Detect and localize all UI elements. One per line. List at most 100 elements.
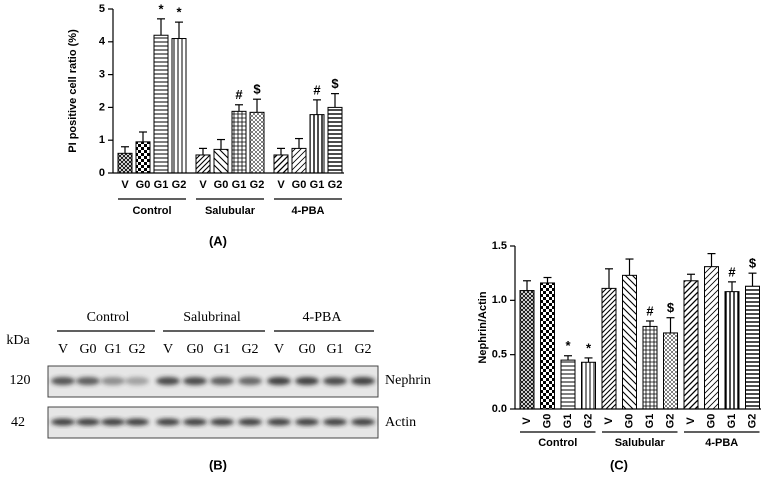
lane-label: G2: [241, 342, 258, 357]
annotation: $: [331, 76, 339, 91]
x-tick-label: V: [277, 179, 285, 191]
annotation: *: [586, 340, 592, 355]
lane-label: G1: [326, 342, 343, 357]
bar: [195, 154, 211, 174]
bar: [540, 282, 555, 410]
x-tick-label: G1: [726, 414, 738, 429]
bar: [153, 34, 169, 174]
y-tick-label: 0.0: [492, 403, 507, 415]
group-label: Salubular: [615, 437, 666, 449]
band: [125, 377, 149, 385]
unit-label: kDa: [6, 333, 30, 348]
bar: [519, 290, 535, 410]
bar: [745, 285, 760, 410]
group-label: Control: [87, 310, 130, 325]
western-blot: Control Salubrinal 4-PBA kDa 120 42 Neph…: [6, 310, 431, 472]
bar: [642, 325, 658, 410]
lane-label: G2: [128, 342, 145, 357]
bar: [683, 280, 699, 410]
bar: [213, 148, 229, 174]
x-tick-label: V: [121, 179, 129, 191]
lane-label: V: [58, 342, 68, 357]
bar: [581, 361, 596, 410]
bar: [622, 274, 637, 410]
x-tick-label: G0: [705, 414, 717, 429]
panel-label: (C): [610, 457, 628, 472]
bar: [560, 359, 576, 410]
x-tick-label: G0: [136, 179, 151, 191]
band: [323, 418, 347, 426]
bar: [663, 332, 678, 410]
x-tick-label: G2: [664, 414, 676, 429]
x-tick-label: G0: [214, 179, 229, 191]
band: [323, 377, 347, 385]
annotation: $: [749, 256, 757, 271]
y-tick-label: 4: [99, 36, 106, 48]
band: [238, 377, 262, 385]
annotation: *: [176, 5, 182, 20]
annotation: *: [158, 1, 164, 16]
x-tick-label: G1: [154, 179, 169, 191]
bar: [231, 110, 247, 174]
group-label: 4-PBA: [291, 205, 324, 217]
annotation: #: [646, 303, 654, 318]
band: [76, 418, 100, 426]
bar: [273, 154, 289, 174]
x-tick-label: V: [685, 417, 697, 425]
bar: [724, 291, 740, 410]
band: [156, 377, 180, 385]
bar: [601, 287, 617, 410]
x-tick-label: G1: [310, 179, 325, 191]
band: [51, 377, 75, 385]
y-tick-label: 0.5: [492, 349, 507, 361]
band: [101, 377, 125, 385]
annotation: $: [667, 300, 675, 315]
lane-label: G0: [298, 342, 315, 357]
band: [267, 377, 291, 385]
bar: [291, 147, 307, 174]
lane-label: G0: [79, 342, 96, 357]
band: [76, 377, 100, 385]
x-tick-label: G0: [623, 414, 635, 429]
group-label: Salubrinal: [183, 310, 241, 325]
y-axis-label: PI positive cell ratio (%): [67, 29, 79, 153]
group-label: Control: [132, 205, 171, 217]
x-tick-label: G1: [562, 414, 574, 429]
y-axis-label: Nephrin/Actin: [477, 291, 489, 363]
band: [183, 377, 207, 385]
row-label: Nephrin: [385, 373, 431, 388]
y-tick-label: 1.0: [492, 294, 507, 306]
group-label: Control: [538, 437, 577, 449]
x-tick-label: G2: [250, 179, 265, 191]
annotation: #: [313, 82, 321, 97]
lane-label: G2: [354, 342, 371, 357]
x-tick-label: G2: [328, 179, 343, 191]
y-tick-label: 3: [99, 69, 105, 81]
group-label: 4-PBA: [303, 310, 343, 325]
band: [210, 377, 234, 385]
lane-label: V: [274, 342, 284, 357]
panel-label: (A): [209, 233, 227, 248]
x-tick-label: G0: [292, 179, 307, 191]
y-tick-label: 1.5: [492, 240, 507, 252]
band: [210, 418, 234, 426]
band: [267, 418, 291, 426]
x-tick-label: G1: [644, 414, 656, 429]
band: [101, 418, 125, 426]
panel-label: (B): [209, 457, 227, 472]
y-tick-label: 2: [99, 101, 105, 113]
annotation: #: [235, 87, 243, 102]
lane-label: G1: [213, 342, 230, 357]
x-tick-label: G2: [172, 179, 187, 191]
band: [295, 418, 319, 426]
lane-label: V: [163, 342, 173, 357]
lane-label: G0: [186, 342, 203, 357]
group-label: Salubular: [205, 205, 256, 217]
y-tick-label: 1: [99, 134, 105, 146]
y-tick-label: 5: [99, 3, 105, 15]
lane-label: G1: [104, 342, 121, 357]
x-tick-label: V: [199, 179, 207, 191]
annotation: *: [565, 338, 571, 353]
band: [238, 418, 262, 426]
